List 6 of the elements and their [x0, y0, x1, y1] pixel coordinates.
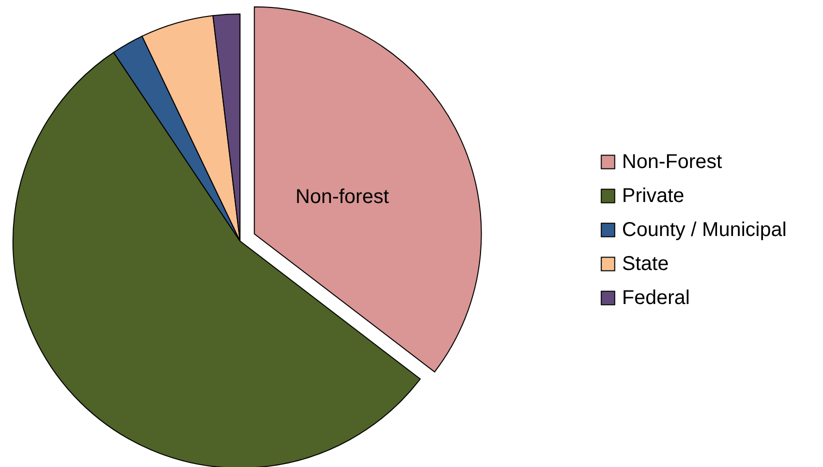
legend-label: State — [622, 253, 669, 275]
legend-label: Federal — [622, 287, 690, 309]
legend-label: Private — [622, 185, 684, 207]
legend-label: County / Municipal — [622, 219, 787, 241]
text: Non-forest — [296, 186, 390, 208]
legend-label: Non-Forest — [622, 151, 722, 173]
